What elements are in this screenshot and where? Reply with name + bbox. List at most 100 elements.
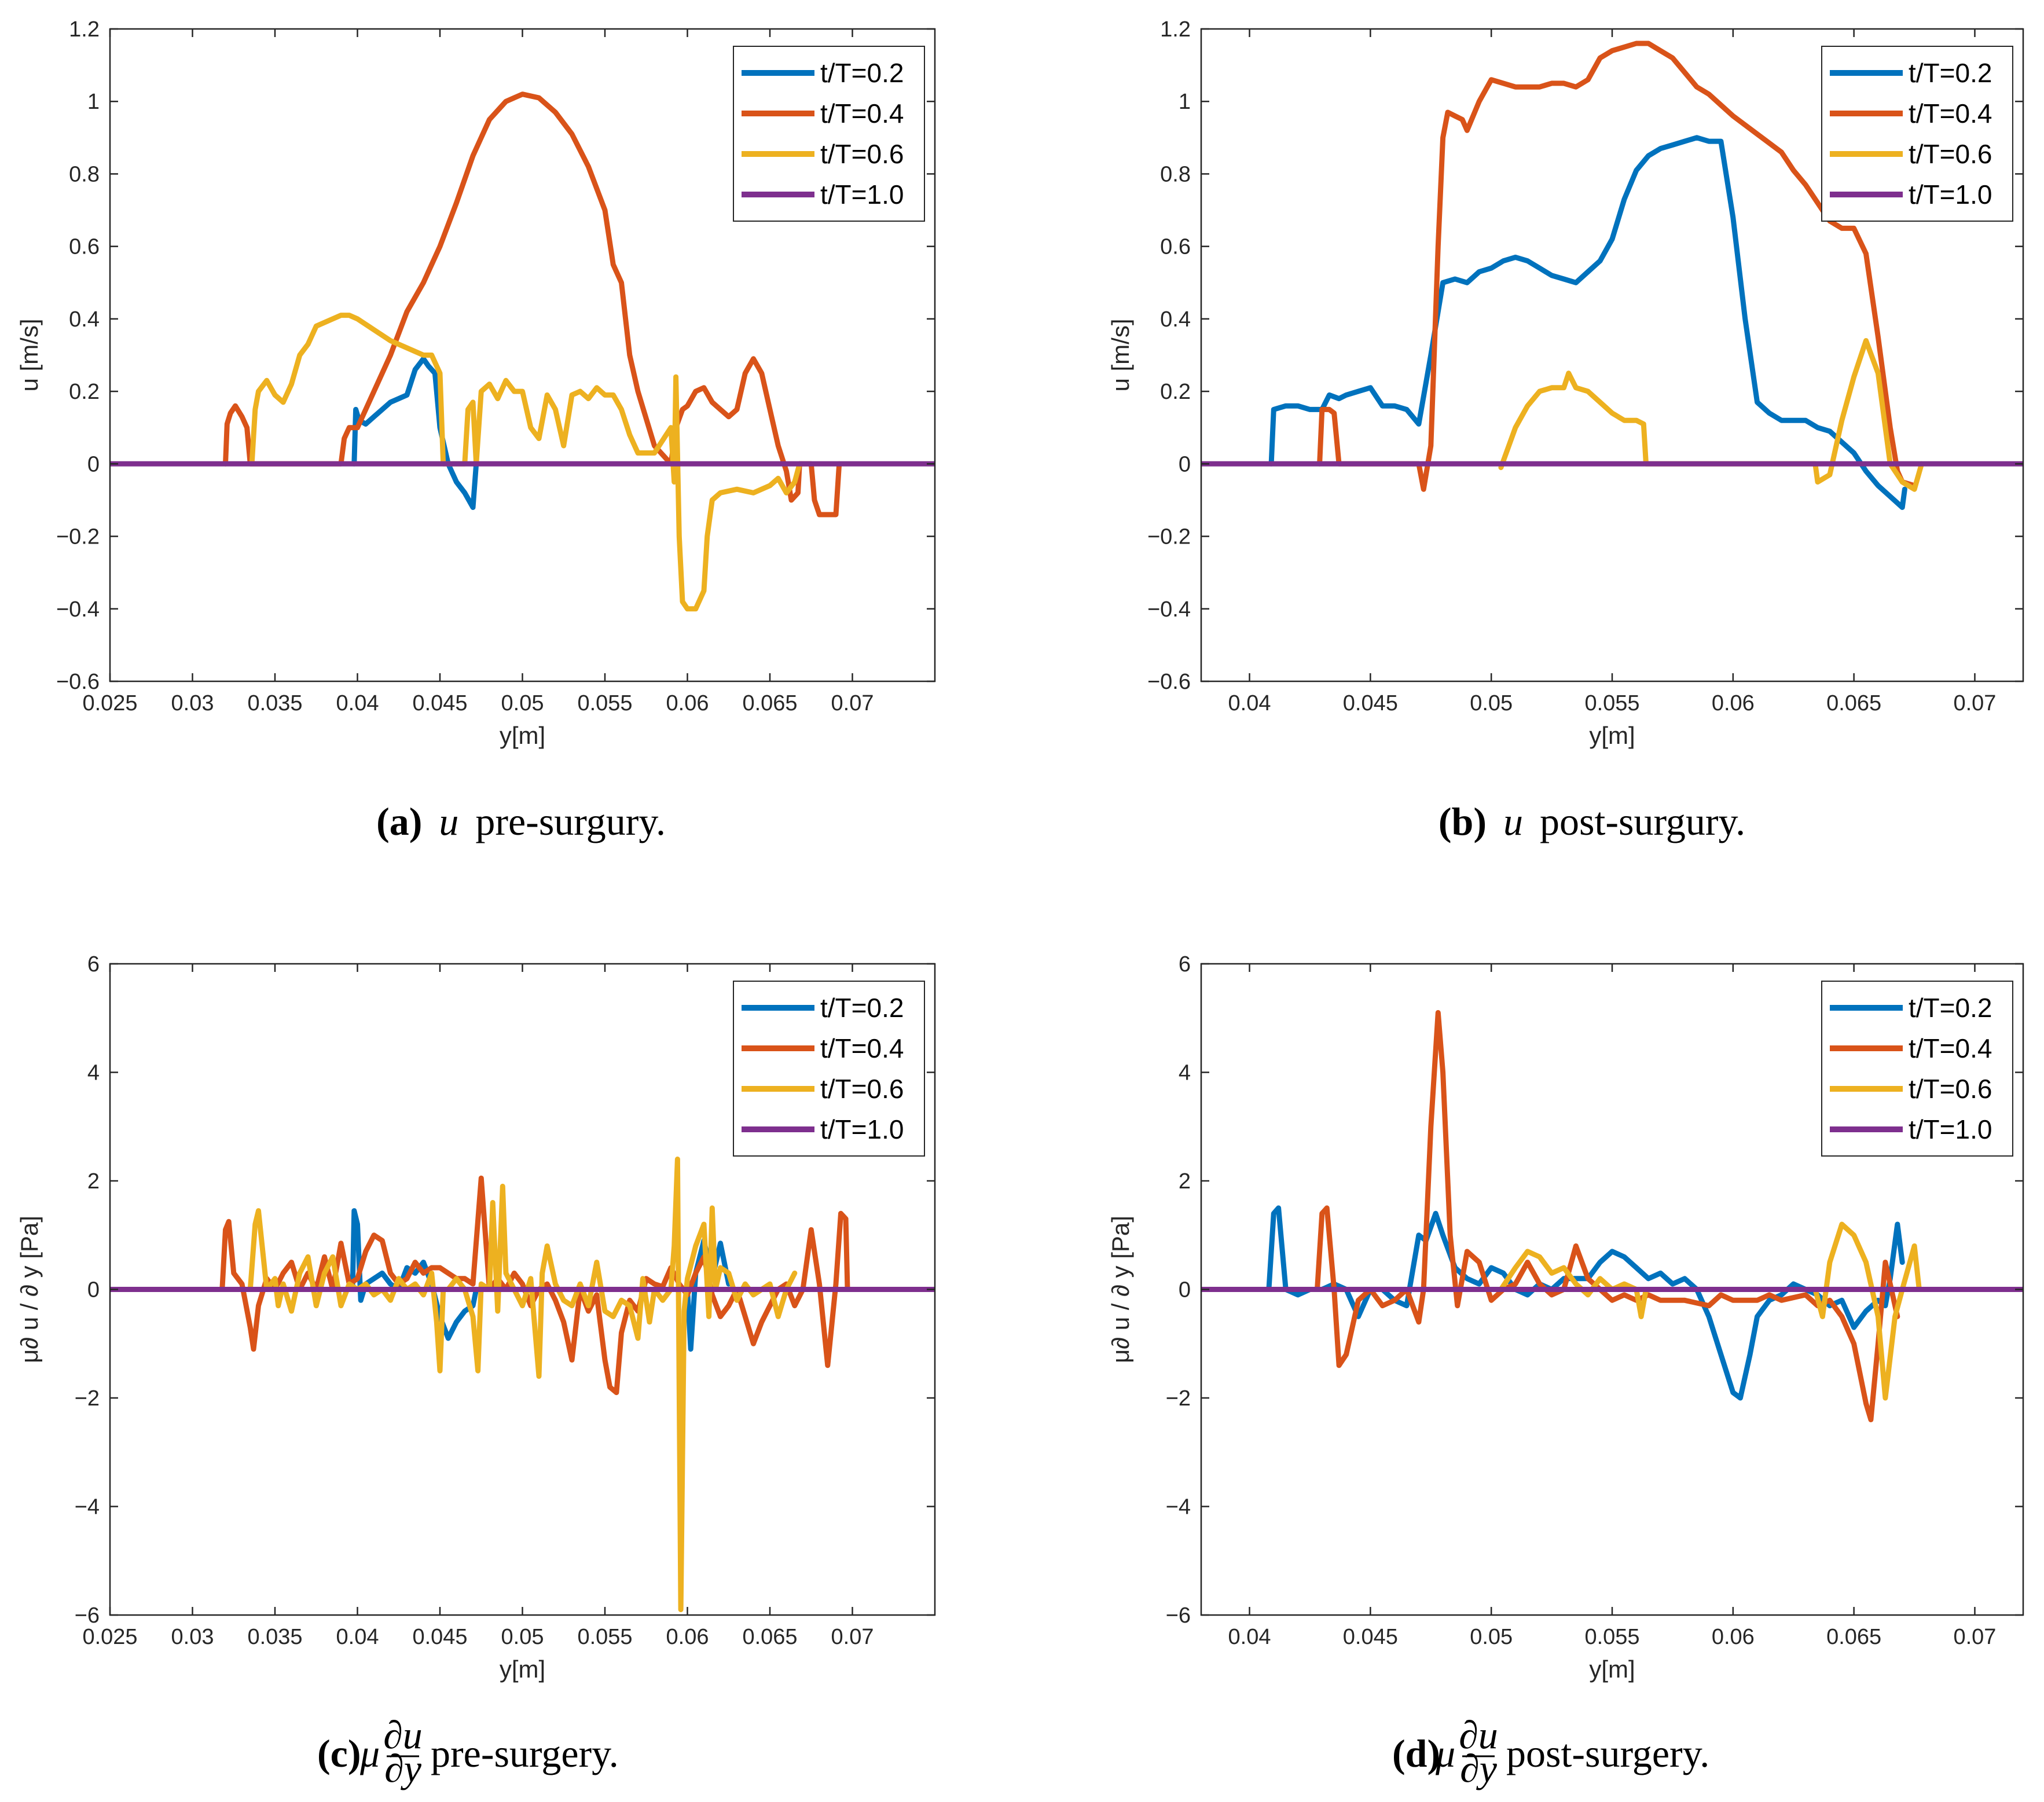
y-tick-label: 0.2 <box>1160 380 1191 404</box>
series-line-t-t-0-6 <box>247 1157 798 1613</box>
legend-label: t/T=0.2 <box>1909 993 1992 1023</box>
legend-label: t/T=0.4 <box>820 1033 904 1063</box>
y-tick-label: 4 <box>1179 1061 1191 1085</box>
series-group <box>1201 1010 2023 1422</box>
y-tick-label: 1.2 <box>69 17 100 42</box>
y-tick-label: 2 <box>87 1169 100 1194</box>
x-tick-label: 0.07 <box>831 691 874 715</box>
x-tick-label: 0.05 <box>501 691 544 715</box>
x-tick-label: 0.06 <box>1712 1625 1755 1649</box>
legend-label: t/T=0.4 <box>1909 98 1992 129</box>
y-tick-label: 6 <box>1179 952 1191 977</box>
x-tick-label: 0.06 <box>666 691 709 715</box>
legend: t/T=0.2 t/T=0.4 t/T=0.6 t/T=1.0 <box>1821 981 2013 1157</box>
caption-a-label: (a) <box>376 799 422 843</box>
x-tick-label: 0.045 <box>412 691 467 715</box>
legend-label: t/T=0.6 <box>820 139 904 169</box>
y-tick-label: 0 <box>87 1278 100 1302</box>
y-tick-label: 2 <box>1179 1169 1191 1194</box>
y-tick-label: 0 <box>1179 452 1191 476</box>
caption-c-mu: μ <box>359 1731 380 1775</box>
x-tick-label: 0.055 <box>577 691 632 715</box>
caption-b: (b) u post-surgury. <box>1438 799 1745 843</box>
series-line-t-t-0-6 <box>249 313 802 612</box>
caption-d-denominator: ∂y <box>1460 1746 1498 1790</box>
caption-b-symbol: u <box>1503 799 1523 843</box>
x-tick-label: 0.04 <box>336 1625 379 1649</box>
x-tick-label: 0.04 <box>1228 1625 1271 1649</box>
caption-c-numerator: ∂u <box>383 1713 423 1757</box>
x-tick-label: 0.07 <box>1953 691 1996 715</box>
x-tick-label: 0.035 <box>247 691 302 715</box>
caption-a-text: pre-surgury. <box>475 799 666 843</box>
y-tick-label: −4 <box>75 1495 100 1520</box>
y-tick-label: 0.8 <box>1160 162 1191 186</box>
legend-label: t/T=1.0 <box>820 1114 904 1144</box>
x-tick-label: 0.03 <box>171 691 214 715</box>
x-tick-label: 0.06 <box>1712 691 1755 715</box>
x-tick-label: 0.05 <box>1470 1625 1513 1649</box>
y-axis-label: u [m/s] <box>16 318 43 391</box>
y-tick-label: 0 <box>1179 1278 1191 1302</box>
x-tick-label: 0.05 <box>501 1625 544 1649</box>
caption-c-label: (c) <box>317 1731 361 1775</box>
x-tick-label: 0.07 <box>1953 1625 1996 1649</box>
x-tick-label: 0.055 <box>1584 1625 1639 1649</box>
x-axis-label: y[m] <box>500 722 545 749</box>
panel-b: 0.04 0.045 0.05 0.055 0.06 0.065 0.07 −0.6 −0.4 −… <box>1107 17 2024 749</box>
panel-d: 0.04 0.045 0.05 0.055 0.06 0.065 0.07 −6 −4 −2 0 2 4… <box>1107 952 2024 1683</box>
y-tick-label: 0.6 <box>69 235 100 259</box>
y-tick-label: −0.4 <box>56 597 100 622</box>
y-tick-label: 1.2 <box>1160 17 1191 42</box>
legend-label: t/T=0.6 <box>1909 1074 1992 1104</box>
caption-d-label: (d) <box>1392 1731 1440 1775</box>
x-tick-label: 0.065 <box>742 691 797 715</box>
x-tick-label: 0.065 <box>1826 691 1881 715</box>
x-tick-label: 0.055 <box>577 1625 632 1649</box>
y-tick-label: −6 <box>1166 1603 1191 1628</box>
y-tick-label: 0.4 <box>69 307 100 332</box>
y-tick-label: 0.2 <box>69 380 100 404</box>
series-group <box>110 1157 935 1613</box>
x-tick-label: 0.065 <box>742 1625 797 1649</box>
caption-a: (a) u pre-surgury. <box>376 799 666 843</box>
legend-label: t/T=0.2 <box>820 993 904 1023</box>
panel-a: 0.025 0.03 0.035 0.04 0.045 0.05 0.055 0.06 0.06… <box>16 17 936 749</box>
x-tick-label: 0.03 <box>171 1625 214 1649</box>
caption-c: (c) μ ∂u ∂y pre-surgery. <box>317 1713 619 1790</box>
x-axis-label: y[m] <box>1589 1656 1635 1683</box>
y-tick-label: −2 <box>75 1386 100 1411</box>
y-tick-label: −6 <box>75 1603 100 1628</box>
legend-label: t/T=1.0 <box>1909 1114 1992 1144</box>
y-tick-label: −0.6 <box>1147 670 1191 694</box>
legend-label: t/T=1.0 <box>820 179 904 210</box>
legend-label: t/T=0.4 <box>820 98 904 129</box>
y-tick-label: −0.2 <box>56 525 100 549</box>
caption-d-numerator: ∂u <box>1459 1713 1498 1757</box>
y-tick-label: 0.8 <box>69 162 100 186</box>
x-tick-label: 0.07 <box>831 1625 874 1649</box>
caption-d-mu: μ <box>1435 1731 1455 1775</box>
y-tick-label: −0.4 <box>1147 597 1191 622</box>
legend-label: t/T=0.6 <box>820 1074 904 1104</box>
y-tick-label: 4 <box>87 1061 100 1085</box>
legend: t/T=0.2 t/T=0.4 t/T=0.6 t/T=1.0 <box>1821 46 2013 222</box>
caption-b-label: (b) <box>1438 799 1487 843</box>
y-tick-label: −4 <box>1166 1495 1191 1520</box>
caption-c-text: pre-surgery. <box>431 1731 619 1775</box>
x-tick-label: 0.045 <box>1343 691 1398 715</box>
x-tick-label: 0.035 <box>247 1625 302 1649</box>
x-tick-label: 0.045 <box>412 1625 467 1649</box>
x-axis-label: y[m] <box>500 1656 545 1683</box>
y-axis-label: μ∂ u / ∂ y [Pa] <box>1107 1216 1134 1363</box>
y-axis-label: u [m/s] <box>1107 318 1134 391</box>
legend-label: t/T=0.6 <box>1909 139 1992 169</box>
y-tick-label: 0 <box>87 452 100 476</box>
caption-d-text: post-surgery. <box>1506 1731 1709 1775</box>
series-line-t-t-0-6 <box>1498 338 1925 492</box>
caption-d: (d) μ ∂u ∂y post-surgery. <box>1392 1713 1709 1790</box>
caption-c-denominator: ∂y <box>384 1746 422 1790</box>
y-tick-label: 1 <box>1179 90 1191 114</box>
legend-label: t/T=0.2 <box>1909 58 1992 88</box>
